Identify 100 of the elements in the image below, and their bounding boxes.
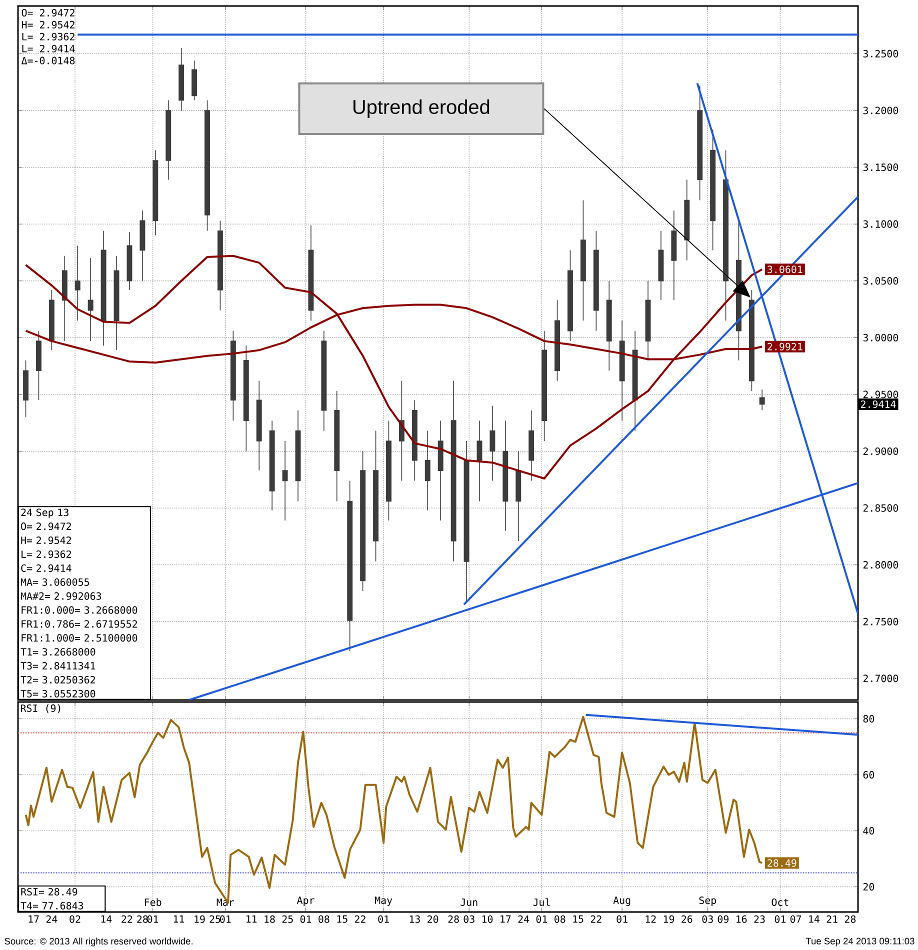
annotation: FR1:0.786= 2.6719552 bbox=[22, 620, 137, 628]
candlestick bbox=[606, 280, 612, 371]
annotation: T4= 77.6843 bbox=[20, 902, 84, 910]
candlestick bbox=[386, 420, 392, 521]
candlestick bbox=[759, 389, 765, 411]
annotation: MA#2= 2.992063 bbox=[20, 592, 102, 600]
candlestick bbox=[100, 230, 106, 346]
x2-tick-label: 01 bbox=[378, 915, 389, 923]
x2-tick-label: 24 bbox=[46, 915, 58, 923]
x-tick-label: Oct bbox=[772, 898, 788, 906]
candlestick bbox=[632, 330, 638, 432]
candlestick bbox=[580, 200, 586, 322]
x2-tick-label: 11 bbox=[246, 915, 257, 923]
candlestick bbox=[658, 230, 664, 301]
x2-tick-label: 11 bbox=[174, 915, 184, 923]
x2-tick-label: 08 bbox=[318, 915, 330, 923]
candlestick bbox=[554, 300, 560, 382]
x2-tick-label: 07 bbox=[790, 915, 802, 923]
y-tick-label: 3.0500 bbox=[863, 277, 898, 285]
x2-tick-label: 01 bbox=[300, 915, 312, 923]
candlestick bbox=[140, 210, 146, 282]
candlestick bbox=[516, 450, 522, 542]
candlestick bbox=[476, 420, 482, 502]
candlestick bbox=[217, 220, 223, 311]
x2-tick-label: 22 bbox=[122, 915, 132, 923]
x2-tick-label: 25 bbox=[282, 915, 293, 923]
y-tick-label: 20 bbox=[863, 883, 874, 891]
x2-tick-label: 19 bbox=[194, 915, 205, 923]
candlestick bbox=[464, 440, 470, 602]
y-tick-label: 2.8500 bbox=[863, 504, 898, 512]
x2-tick-label: 21 bbox=[826, 915, 838, 923]
candlestick bbox=[88, 258, 94, 342]
x2-tick-label: 01 bbox=[220, 915, 231, 923]
y-tick-label: 3.2500 bbox=[863, 50, 898, 58]
candlestick bbox=[256, 380, 262, 471]
x2-tick-label: 15 bbox=[337, 915, 348, 923]
candlestick bbox=[269, 420, 275, 511]
candlestick bbox=[697, 85, 703, 201]
candlestick bbox=[321, 330, 327, 432]
candlestick bbox=[23, 360, 29, 418]
y-tick-label: 2.9500 bbox=[863, 390, 898, 398]
y-tick-label: 3.1500 bbox=[863, 164, 898, 172]
line-series bbox=[24, 254, 764, 480]
candlestick bbox=[243, 345, 249, 452]
x2-tick-label: 09 bbox=[718, 915, 729, 923]
y-tick-label: 2.7500 bbox=[863, 618, 898, 626]
x2-tick-label: 10 bbox=[482, 915, 493, 923]
candlestick bbox=[684, 179, 690, 261]
x2-tick-label: 28 bbox=[448, 915, 459, 923]
candlestick bbox=[542, 330, 548, 442]
candlestick bbox=[166, 100, 172, 180]
x2-tick-label: 20 bbox=[428, 915, 438, 923]
candlestick bbox=[450, 380, 456, 562]
annotation: H= 2.9542 bbox=[21, 536, 71, 544]
x2-tick-label: 22 bbox=[354, 915, 366, 923]
data-label: 2.9921 bbox=[768, 342, 802, 350]
annotation: T2= 3.0250362 bbox=[20, 676, 95, 684]
candlestick bbox=[36, 330, 42, 401]
candlestick bbox=[412, 400, 418, 482]
x2-tick-label: 28 bbox=[137, 915, 148, 923]
y-tick-label: 2.7000 bbox=[863, 674, 898, 682]
annotation: T3= 2.8411341 bbox=[20, 662, 96, 670]
x2-tick-label: 13 bbox=[410, 915, 420, 923]
x-tick-label: Jul bbox=[533, 898, 550, 906]
annotation: Uptrend eroded bbox=[354, 99, 490, 118]
text: Tue Sep 24 2013 09:11:03 bbox=[806, 938, 914, 946]
x2-tick-label: 03 bbox=[464, 915, 474, 923]
candlestick bbox=[295, 410, 301, 502]
candlestick bbox=[48, 290, 54, 351]
x-tick-label: Jun bbox=[460, 898, 478, 906]
candlestick bbox=[723, 150, 729, 322]
x2-tick-label: 19 bbox=[664, 915, 674, 923]
x-tick-label: Feb bbox=[144, 898, 162, 906]
annotation: Δ=-0.0148 bbox=[21, 56, 75, 64]
candlestick bbox=[360, 450, 366, 592]
candlestick bbox=[710, 129, 716, 251]
x2-tick-label: 17 bbox=[28, 915, 39, 923]
y-tick-label: 2.9000 bbox=[863, 447, 898, 456]
candlestick bbox=[671, 210, 677, 301]
candlestick bbox=[308, 224, 314, 322]
annotation: O= 2.9472 bbox=[21, 522, 71, 530]
x2-tick-label: 12 bbox=[646, 915, 656, 923]
x-tick-label: May bbox=[374, 896, 392, 906]
x2-tick-label: 28 bbox=[844, 915, 856, 923]
x2-tick-label: 08 bbox=[554, 915, 566, 923]
x2-tick-label: 14 bbox=[809, 915, 820, 923]
candlestick bbox=[528, 410, 534, 482]
candlestick bbox=[204, 100, 210, 232]
annotation: MA= 3.060055 bbox=[20, 578, 90, 586]
annotation: FR1:1.000= 2.5100000 bbox=[22, 634, 138, 642]
y-tick-label: 3.0000 bbox=[863, 334, 898, 342]
candlestick bbox=[424, 430, 430, 511]
x-tick-label: Aug bbox=[613, 896, 630, 906]
annotation: T5= 3.0552300 bbox=[20, 690, 96, 698]
candlestick bbox=[152, 150, 158, 236]
candlestick bbox=[438, 420, 444, 521]
candlestick bbox=[347, 480, 353, 652]
x2-tick-label: 22 bbox=[590, 915, 602, 923]
candlestick bbox=[490, 405, 496, 482]
y-tick-label: 60 bbox=[863, 771, 874, 779]
